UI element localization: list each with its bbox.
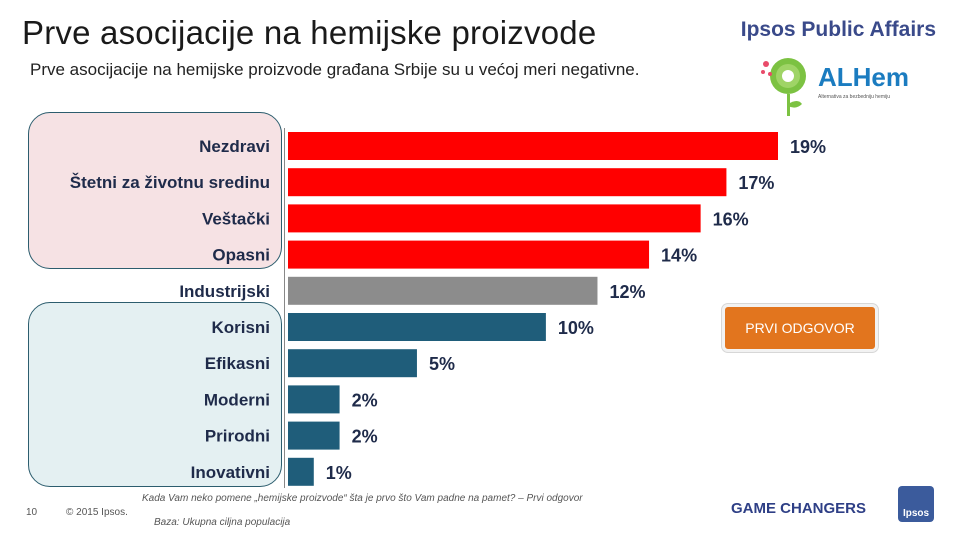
bar-2 [288, 204, 701, 233]
positive-group-box [28, 302, 282, 487]
page-title: Prve asocijacije na hemijske proizvode [22, 14, 597, 51]
copyright: © 2015 Ipsos. [66, 507, 128, 518]
category-label-7: Moderni [204, 390, 270, 409]
bar-0 [288, 132, 778, 160]
page-subtitle: Prve asocijacije na hemijske proizvode g… [30, 60, 640, 79]
bar-9 [288, 457, 314, 486]
base-note: Baza: Ukupna ciljna populacija [154, 517, 291, 528]
value-label-8: 2% [352, 427, 378, 447]
category-label-3: Opasni [212, 246, 270, 265]
value-label-1: 17% [738, 173, 774, 193]
category-label-8: Prirodni [205, 427, 270, 446]
game-changers-tagline: GAME CHANGERS [731, 500, 867, 517]
value-label-9: 1% [326, 463, 352, 483]
negative-group-box [28, 112, 282, 269]
ipsos-logo: Ipsos [898, 486, 934, 522]
brand-logo-ipsos-public-affairs: Ipsos Public Affairs [740, 18, 936, 41]
category-label-4: Industrijski [179, 282, 270, 301]
bar-3 [288, 240, 650, 269]
question-note: Kada Vam neko pomene „hemijske proizvode… [142, 493, 583, 504]
first-answer-badge: PRVI ODGOVOR [722, 304, 878, 352]
value-label-2: 16% [713, 209, 749, 229]
category-label-0: Nezdravi [199, 137, 270, 156]
category-label-1: Štetni za životnu sredinu [70, 173, 270, 192]
alhem-wordmark: ALHem [818, 62, 910, 92]
page-number: 10 [26, 507, 38, 518]
bar-7 [288, 385, 340, 414]
category-label-6: Efikasni [205, 354, 270, 373]
category-axis [284, 128, 285, 488]
alhem-tagline: Alternativa za bezbedniju hemiju [818, 94, 890, 100]
bar-8 [288, 421, 340, 450]
bar-5 [288, 313, 546, 341]
value-label-6: 5% [429, 354, 455, 374]
bar-4 [288, 276, 598, 305]
bar-6 [288, 349, 417, 378]
category-label-5: Korisni [211, 318, 270, 337]
value-label-7: 2% [352, 390, 378, 410]
category-label-2: Veštački [202, 209, 270, 228]
alhem-logo: ALHem Alternativa za bezbedniju hemiju [758, 54, 910, 118]
flower-icon [761, 58, 806, 116]
value-label-5: 10% [558, 318, 594, 338]
value-label-4: 12% [609, 282, 645, 302]
value-label-0: 19% [790, 137, 826, 157]
bar-1 [288, 168, 727, 197]
category-label-9: Inovativni [191, 463, 270, 482]
value-label-3: 14% [661, 246, 697, 266]
